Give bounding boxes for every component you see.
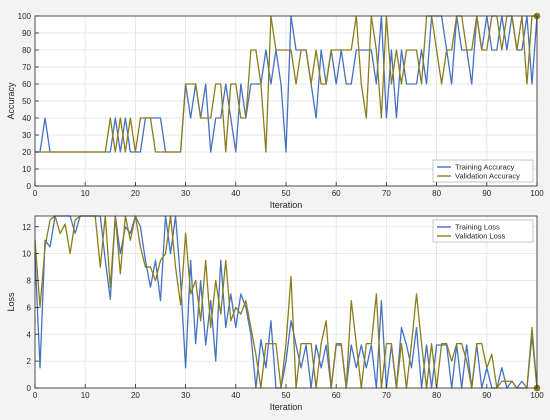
loss-x-tick-label: 20 bbox=[131, 391, 140, 400]
accuracy-chart: 0 10 20 30 40 50 60 70 80 90 100 0 10 20 30 40 50 60 70 80 9… bbox=[6, 12, 544, 210]
loss-x-tick-label: 90 bbox=[482, 391, 491, 400]
loss-x-tick-label: 60 bbox=[332, 391, 341, 400]
loss-series-training-line bbox=[34, 215, 538, 389]
accuracy-x-tick-label: 50 bbox=[282, 189, 291, 198]
accuracy-y-tick-label: 60 bbox=[22, 80, 31, 89]
accuracy-x-tick-label: 70 bbox=[382, 189, 391, 198]
accuracy-y-tick-label: 40 bbox=[22, 114, 31, 123]
accuracy-series-validation-line bbox=[35, 15, 537, 153]
accuracy-y-tick-label: 0 bbox=[27, 182, 32, 191]
loss-legend-label-validation: Validation Loss bbox=[455, 232, 506, 241]
loss-x-tick-label: 100 bbox=[530, 391, 544, 400]
accuracy-x-tick-label: 0 bbox=[33, 189, 38, 198]
accuracy-y-tick-label: 30 bbox=[22, 131, 31, 140]
loss-y-tick-label: 0 bbox=[27, 384, 32, 393]
accuracy-y-tick-label: 90 bbox=[22, 29, 31, 38]
loss-x-tick-label: 70 bbox=[382, 391, 391, 400]
loss-x-axis-title: Iteration bbox=[270, 402, 303, 412]
accuracy-y-tick-label: 10 bbox=[22, 165, 31, 174]
accuracy-legend-label-training: Training Accuracy bbox=[455, 163, 515, 172]
loss-chart: 0 10 20 30 40 50 60 70 80 90 100 0 2 4 6 8 10 12 Iteration… bbox=[6, 215, 544, 412]
accuracy-y-tick-label: 20 bbox=[22, 148, 31, 157]
accuracy-y-tick-label: 80 bbox=[22, 46, 31, 55]
accuracy-legend-label-validation: Validation Accuracy bbox=[455, 172, 520, 181]
loss-y-tick-label: 2 bbox=[27, 357, 32, 366]
accuracy-y-axis-title: Accuracy bbox=[6, 82, 16, 120]
loss-y-tick-label: 6 bbox=[27, 303, 32, 312]
loss-y-axis-title: Loss bbox=[6, 292, 16, 312]
loss-x-tick-label: 80 bbox=[432, 391, 441, 400]
loss-x-tick-label: 40 bbox=[231, 391, 240, 400]
loss-y-tick-label: 10 bbox=[22, 250, 31, 259]
accuracy-x-tick-label: 80 bbox=[432, 189, 441, 198]
loss-y-tick-label: 4 bbox=[27, 330, 32, 339]
accuracy-x-axis-title: Iteration bbox=[270, 200, 303, 210]
loss-x-tick-label: 30 bbox=[181, 391, 190, 400]
accuracy-x-tick-label: 90 bbox=[482, 189, 491, 198]
loss-legend-box bbox=[432, 219, 534, 243]
loss-y-tick-label: 12 bbox=[22, 223, 31, 232]
accuracy-x-tick-label: 40 bbox=[231, 189, 240, 198]
loss-series-validation-line bbox=[34, 215, 538, 389]
loss-x-tick-label: 10 bbox=[81, 391, 90, 400]
accuracy-y-tick-label: 100 bbox=[18, 12, 32, 21]
accuracy-legend-box bbox=[432, 159, 534, 183]
accuracy-series-training-line bbox=[35, 15, 538, 153]
accuracy-y-tick-label: 50 bbox=[22, 97, 31, 106]
loss-y-tick-label: 8 bbox=[27, 277, 32, 286]
loss-x-tick-label: 50 bbox=[282, 391, 291, 400]
loss-x-tick-label: 0 bbox=[33, 391, 38, 400]
accuracy-x-tick-label: 60 bbox=[332, 189, 341, 198]
accuracy-x-tick-label: 10 bbox=[81, 189, 90, 198]
loss-legend-label-training: Training Loss bbox=[455, 223, 500, 232]
accuracy-x-tick-label: 20 bbox=[131, 189, 140, 198]
accuracy-x-tick-label: 100 bbox=[530, 189, 544, 198]
accuracy-y-tick-label: 70 bbox=[22, 63, 31, 72]
accuracy-x-tick-label: 30 bbox=[181, 189, 190, 198]
